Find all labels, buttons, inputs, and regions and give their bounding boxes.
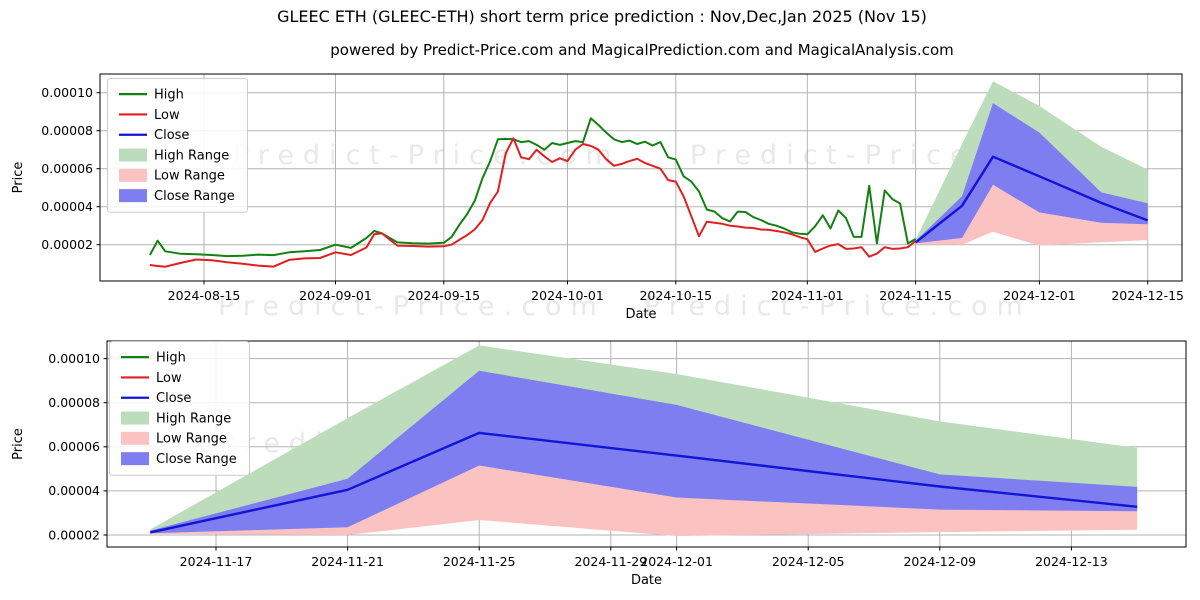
y-tick-label: 0.00006 [48,439,100,454]
close-line [914,155,1149,244]
chart-subtitle: powered by Predict-Price.com and Magical… [330,41,954,59]
x-tick-label: 2024-12-13 [1035,554,1108,569]
x-tick-label: 2024-11-29 [574,554,647,569]
legend-label-high-range: High Range [156,411,231,426]
x-tick-label: 2024-12-09 [903,554,976,569]
legend-label-low: Low [156,371,182,386]
x-tick-label: 2024-09-15 [407,288,480,303]
low-line [149,137,917,268]
y-tick-label: 0.00002 [48,527,100,542]
legend-label-close-range: Close Range [154,189,235,204]
x-tick-label: 2024-10-01 [531,288,604,303]
legend-label-close: Close [156,391,191,406]
plot-frame [99,73,1183,282]
legend-label-close: Close [154,128,189,143]
x-tick-label: 2024-12-01 [640,554,713,569]
legend-label-high-range: High Range [154,148,229,163]
legend-label-high: High [154,87,184,102]
y-tick-label: 0.00004 [41,199,93,214]
y-tick-label: 0.00008 [41,123,93,138]
x-axis-label: Date [625,307,656,322]
x-tick-label: 2024-11-01 [771,288,844,303]
x-tick-label: 2024-12-15 [1111,288,1184,303]
x-tick-label: 2024-09-01 [299,288,372,303]
y-axis-label: Price [11,162,26,194]
price-history-chart: Predict-Price.com Predict-Price.comPredic… [11,73,1184,322]
legend-swatch-close-range [121,452,149,466]
prediction-zoom-chart: Predict-Price.comPredict-Price.com2024-1… [11,340,1187,588]
legend: High Low Close High Range Low Range Close Ran… [109,341,250,476]
x-axis-label: Date [631,573,662,588]
y-tick-label: 0.00010 [48,351,100,366]
legend: High Low Close High Range Low Range Close Ran… [107,78,248,213]
watermark-text: Predict-Price.com [644,291,1032,322]
close-line [149,431,1138,534]
high-line [149,117,917,258]
watermark-text: Predict-Price.com [218,291,606,322]
x-tick-label: 2024-11-21 [311,554,384,569]
plot-frame [106,340,1187,548]
x-tick-label: 2024-11-25 [443,554,516,569]
chart-title: GLEEC ETH (GLEEC-ETH) short term price p… [277,7,927,26]
x-tick-label: 2024-10-15 [639,288,712,303]
legend-swatch-high-range [121,411,149,425]
legend-swatch-low-range [121,431,149,445]
low-range-band [150,464,1138,537]
y-axis-label: Price [11,428,26,460]
legend-label-close-range: Close Range [156,452,237,467]
y-tick-label: 0.00002 [41,237,93,252]
legend-label-high: High [156,350,186,365]
high-range-band [915,81,1148,242]
legend-swatch-close-range [119,189,147,203]
legend-swatch-low-range [119,168,147,182]
legend-swatch-high-range [119,148,147,162]
x-tick-label: 2024-11-17 [180,554,253,569]
x-tick-label: 2024-12-05 [772,554,845,569]
y-tick-label: 0.00006 [41,161,93,176]
y-tick-label: 0.00010 [41,85,93,100]
x-tick-label: 2024-12-01 [1003,288,1076,303]
legend-label-low: Low [154,108,180,123]
legend-label-low-range: Low Range [154,169,225,184]
legend-label-low-range: Low Range [156,432,227,447]
x-tick-label: 2024-11-15 [879,288,952,303]
y-tick-label: 0.00008 [48,395,100,410]
low-range-band [915,183,1148,246]
x-tick-label: 2024-08-15 [168,288,241,303]
high-range-band [150,345,1138,532]
y-tick-label: 0.00004 [48,483,100,498]
